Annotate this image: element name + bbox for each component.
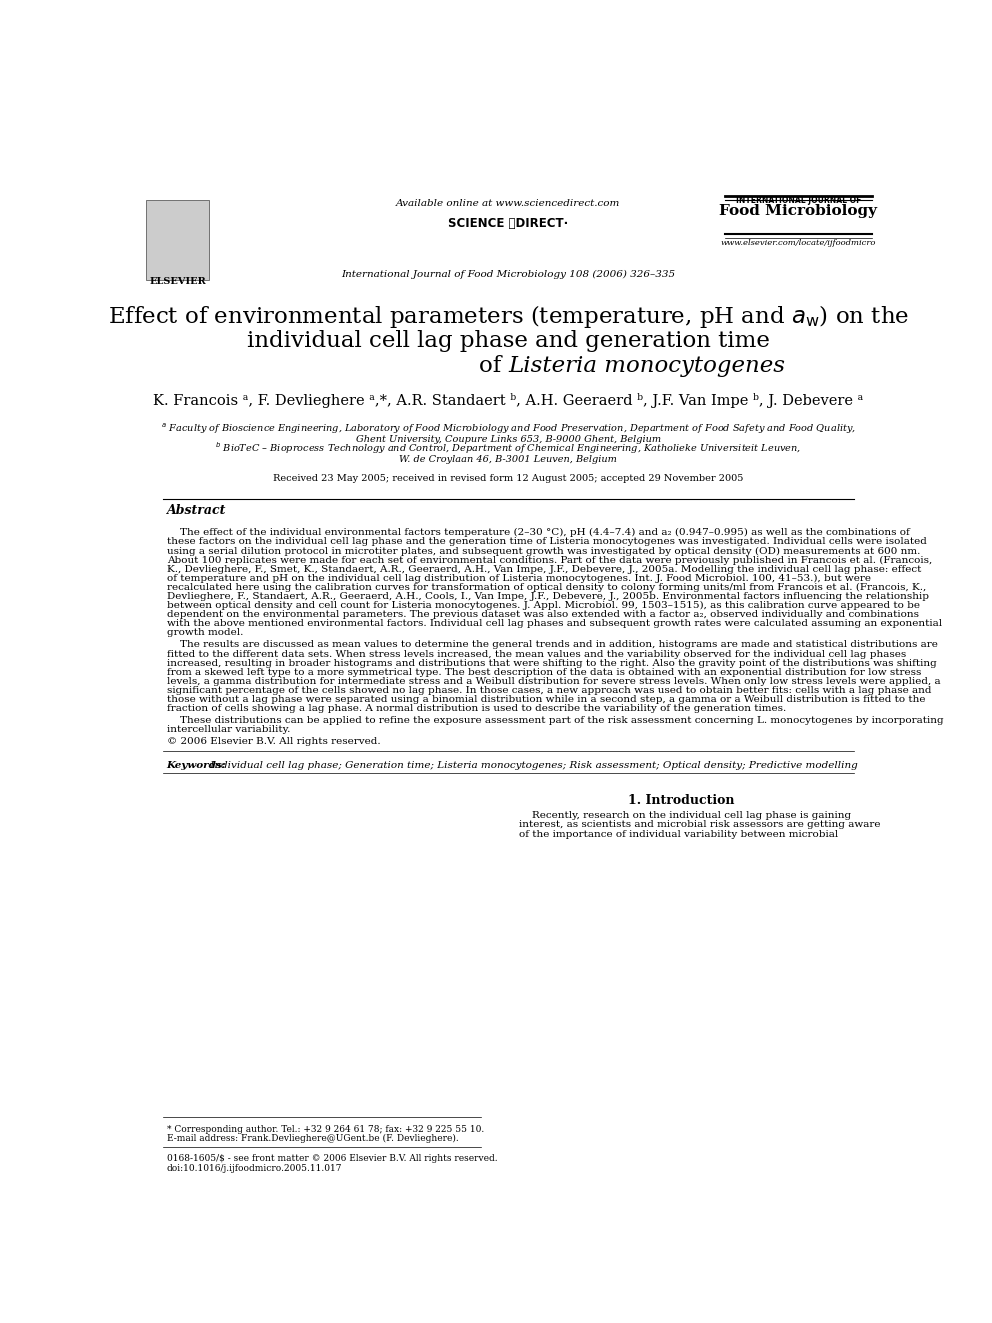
Text: 0168-1605/$ - see front matter © 2006 Elsevier B.V. All rights reserved.: 0168-1605/$ - see front matter © 2006 El… [167,1155,497,1163]
Text: SCIENCE ⓓDIRECT·: SCIENCE ⓓDIRECT· [448,217,568,229]
Text: recalculated here using the calibration curves for transformation of optical den: recalculated here using the calibration … [167,583,926,591]
Text: Listeria monocytogenes: Listeria monocytogenes [509,355,786,377]
Text: INTERNATIONAL JOURNAL OF: INTERNATIONAL JOURNAL OF [735,196,861,205]
Text: Received 23 May 2005; received in revised form 12 August 2005; accepted 29 Novem: Received 23 May 2005; received in revise… [273,474,744,483]
Text: increased, resulting in broader histograms and distributions that were shifting : increased, resulting in broader histogra… [167,659,936,668]
Text: International Journal of Food Microbiology 108 (2006) 326–335: International Journal of Food Microbiolo… [341,270,676,279]
Text: dependent on the environmental parameters. The previous dataset was also extende: dependent on the environmental parameter… [167,610,919,619]
Text: levels, a gamma distribution for intermediate stress and a Weibull distribution : levels, a gamma distribution for interme… [167,677,940,685]
Text: K., Devlieghere, F., Smet, K., Standaert, A.R., Geeraerd, A.H., Van Impe, J.F., : K., Devlieghere, F., Smet, K., Standaert… [167,565,921,574]
Text: fitted to the different data sets. When stress levels increased, the mean values: fitted to the different data sets. When … [167,650,906,659]
Text: ELSEVIER: ELSEVIER [149,278,206,286]
Text: individual cell lag phase and generation time: individual cell lag phase and generation… [247,331,770,352]
Text: © 2006 Elsevier B.V. All rights reserved.: © 2006 Elsevier B.V. All rights reserved… [167,737,380,746]
Text: intercellular variability.: intercellular variability. [167,725,290,734]
Text: 1. Introduction: 1. Introduction [628,795,734,807]
Text: using a serial dilution protocol in microtiter plates, and subsequent growth was: using a serial dilution protocol in micr… [167,546,920,556]
Text: significant percentage of the cells showed no lag phase. In those cases, a new a: significant percentage of the cells show… [167,685,931,695]
Text: of temperature and pH on the individual cell lag distribution of Listeria monocy: of temperature and pH on the individual … [167,574,871,583]
Bar [146,200,209,280]
Text: these factors on the individual cell lag phase and the generation time of Lister: these factors on the individual cell lag… [167,537,927,546]
Text: of the importance of individual variability between microbial: of the importance of individual variabil… [519,830,838,839]
Text: Abstract: Abstract [167,504,226,517]
Text: Keywords:: Keywords: [167,761,226,770]
Text: E-mail address: Frank.Devlieghere@UGent.be (F. Devlieghere).: E-mail address: Frank.Devlieghere@UGent.… [167,1134,458,1143]
Text: Individual cell lag phase; Generation time; Listeria monocytogenes; Risk assessm: Individual cell lag phase; Generation ti… [207,761,858,770]
Text: The effect of the individual environmental factors temperature (2–30 °C), pH (4.: The effect of the individual environment… [167,528,910,537]
Text: About 100 replicates were made for each set of environmental conditions. Part of: About 100 replicates were made for each … [167,556,931,565]
Text: Recently, research on the individual cell lag phase is gaining: Recently, research on the individual cel… [519,811,851,820]
Text: Food Microbiology: Food Microbiology [719,204,877,218]
Text: $^{a}$ Faculty of Bioscience Engineering, Laboratory of Food Microbiology and Fo: $^{a}$ Faculty of Bioscience Engineering… [161,422,856,437]
Text: from a skewed left type to a more symmetrical type. The best description of the : from a skewed left type to a more symmet… [167,668,921,677]
Text: Available online at www.sciencedirect.com: Available online at www.sciencedirect.co… [396,200,621,209]
Text: of: of [479,355,509,377]
Text: Devlieghere, F., Standaert, A.R., Geeraerd, A.H., Cools, I., Van Impe, J.F., Deb: Devlieghere, F., Standaert, A.R., Geerae… [167,591,929,601]
Text: These distributions can be applied to refine the exposure assessment part of the: These distributions can be applied to re… [167,716,943,725]
Text: W. de Croylaan 46, B-3001 Leuven, Belgium: W. de Croylaan 46, B-3001 Leuven, Belgiu… [400,455,617,464]
Text: with the above mentioned environmental factors. Individual cell lag phases and s: with the above mentioned environmental f… [167,619,941,628]
Text: Effect of environmental parameters (temperature, pH and $a_\mathrm{w}$) on the: Effect of environmental parameters (temp… [108,303,909,329]
Text: $^{b}$ BioTeC – Bioprocess Technology and Control, Department of Chemical Engine: $^{b}$ BioTeC – Bioprocess Technology an… [215,441,802,456]
Text: interest, as scientists and microbial risk assessors are getting aware: interest, as scientists and microbial ri… [519,820,881,830]
Text: between optical density and cell count for Listeria monocytogenes. J. Appl. Micr: between optical density and cell count f… [167,601,920,610]
Text: www.elsevier.com/locate/ijfoodmicro: www.elsevier.com/locate/ijfoodmicro [720,239,876,247]
Text: doi:10.1016/j.ijfoodmicro.2005.11.017: doi:10.1016/j.ijfoodmicro.2005.11.017 [167,1164,342,1172]
Text: Ghent University, Coupure Links 653, B-9000 Ghent, Belgium: Ghent University, Coupure Links 653, B-9… [356,435,661,445]
Text: those without a lag phase were separated using a binomial distribution while in : those without a lag phase were separated… [167,695,926,704]
Text: * Corresponding author. Tel.: +32 9 264 61 78; fax: +32 9 225 55 10.: * Corresponding author. Tel.: +32 9 264 … [167,1125,484,1134]
Text: K. Francois ᵃ, F. Devlieghere ᵃ,*, A.R. Standaert ᵇ, A.H. Geeraerd ᵇ, J.F. Van I: K. Francois ᵃ, F. Devlieghere ᵃ,*, A.R. … [154,393,863,409]
Text: The results are discussed as mean values to determine the general trends and in : The results are discussed as mean values… [167,640,937,650]
Text: fraction of cells showing a lag phase. A normal distribution is used to describe: fraction of cells showing a lag phase. A… [167,704,786,713]
Text: growth model.: growth model. [167,628,243,638]
